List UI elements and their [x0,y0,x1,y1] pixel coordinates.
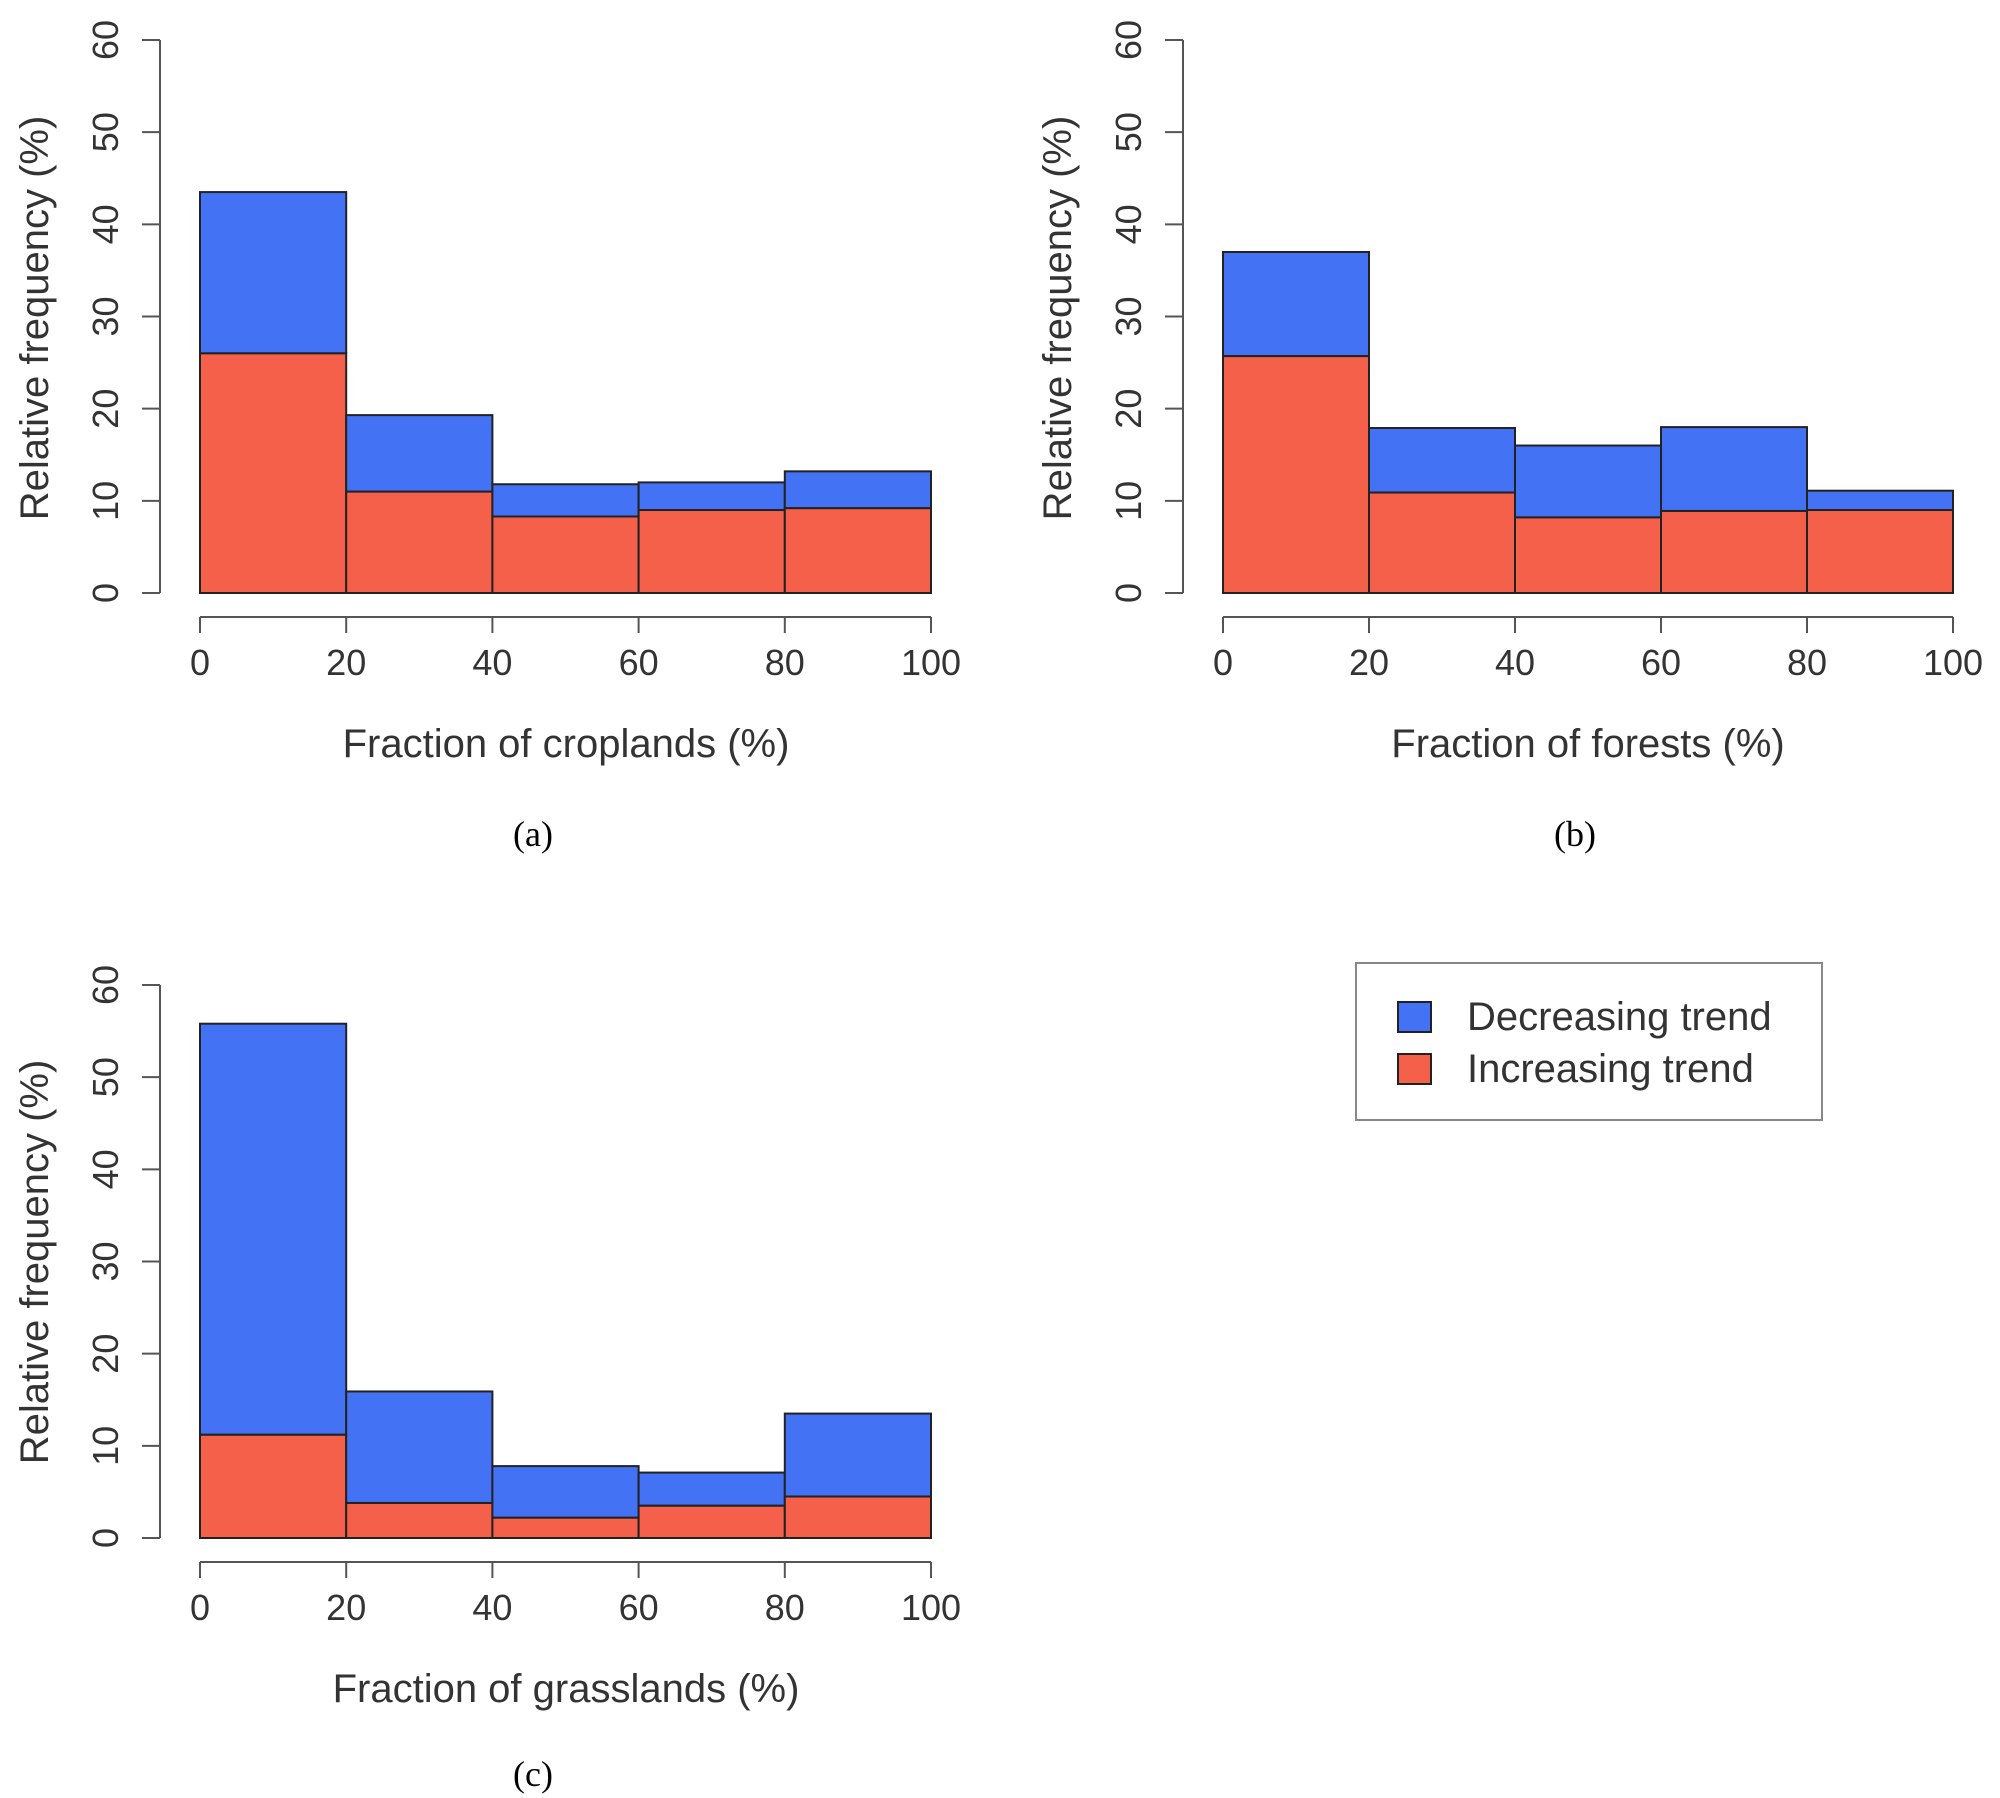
panel-c-x-tick-label-0: 0 [190,1587,210,1628]
panel-a-x-tick-label-0: 0 [190,642,210,683]
panel-b-x-tick-label-2: 40 [1495,642,1535,683]
panel-a-bar-increasing-2 [491,515,640,594]
panel-a-x-axis-label: Fraction of croplands (%) [343,722,790,766]
panel-b-bar-decreasing-1 [1368,427,1516,494]
panel-c-bar-decreasing-1 [345,1390,494,1504]
panel-c-x-axis-label: Fraction of grasslands (%) [333,1667,800,1711]
panel-c-y-tick-label-4: 40 [85,1149,126,1189]
panel-b-bar-decreasing-2 [1514,444,1662,519]
panel-b-y-tick-label-6: 60 [1108,20,1149,60]
panel-c-x-tick-label-4: 80 [765,1587,805,1628]
panel-a-bar-decreasing-2 [491,483,640,518]
panel-a-y-tick-label-3: 30 [85,296,126,336]
panel-b-bar-decreasing-4 [1806,489,1954,512]
panel-b-bar-decreasing-0 [1222,250,1370,358]
panel-a-x-tick-label-4: 80 [765,642,805,683]
panel-a-bar-decreasing-0 [199,191,348,355]
legend-label-decreasing: Decreasing trend [1467,995,1772,1039]
panel-b-x-tick-label-4: 80 [1787,642,1827,683]
panel-b-axes: 0 10 20 30 40 50 60 0 20 40 60 80 100 [1108,20,1983,683]
panel-c-y-tick-label-1: 10 [85,1426,126,1466]
panel-c-bar-increasing-4 [783,1495,932,1540]
panel-b-y-axis-label: Relative frequency (%) [1036,116,1080,521]
panel-b-y-tick-label-4: 40 [1108,204,1149,244]
legend-swatch-decreasing [1397,1001,1432,1033]
panel-a-bar-increasing-3 [637,509,786,594]
panel-a-x-tick-label-1: 20 [326,642,366,683]
panel-c-x-tick-label-5: 100 [901,1587,961,1628]
panel-c-y-tick-label-2: 20 [85,1334,126,1374]
panel-c-bar-increasing-0 [199,1433,348,1539]
panel-b-bar-increasing-1 [1368,491,1516,594]
panel-a-x-tick-label-2: 40 [472,642,512,683]
panel-a-y-axis-label: Relative frequency (%) [13,116,57,521]
panel-a: 0 10 20 30 40 50 60 0 20 40 60 80 100 Fraction of cr… [13,20,961,854]
legend: Decreasing trend Increasing trend [1355,962,1823,1121]
panel-a-caption: (a) [513,814,553,854]
panel-a-x-tick-label-5: 100 [901,642,961,683]
panel-c-bar-decreasing-3 [637,1471,786,1507]
legend-swatch-increasing [1397,1053,1432,1085]
panel-c-caption: (c) [513,1754,553,1794]
panel-b-caption: (b) [1554,814,1596,854]
panel-a-y-tick-label-2: 20 [85,389,126,429]
panel-a-bars [199,191,932,594]
panel-b-y-tick-label-0: 0 [1108,583,1149,603]
panel-a-y-tick-label-1: 10 [85,481,126,521]
panel-b-x-tick-label-5: 100 [1923,642,1983,683]
panel-c-bar-increasing-3 [637,1504,786,1540]
panel-c-y-tick-label-0: 0 [85,1528,126,1548]
panel-a-axes: 0 10 20 30 40 50 60 0 20 40 60 80 100 [85,20,961,683]
panel-c-y-tick-label-3: 30 [85,1241,126,1281]
panel-b-y-tick-label-1: 10 [1108,481,1149,521]
panel-b-bar-increasing-2 [1514,516,1662,595]
panel-c-x-tick-label-1: 20 [326,1587,366,1628]
panel-c-y-tick-label-5: 50 [85,1057,126,1097]
panel-b: 0 10 20 30 40 50 60 0 20 40 60 80 100 Fraction of fo… [1036,20,1983,854]
panel-c-y-tick-label-6: 60 [85,965,126,1005]
panel-b-y-tick-label-3: 30 [1108,296,1149,336]
panel-c-y-axis-label: Relative frequency (%) [13,1060,57,1465]
panel-b-x-axis-label: Fraction of forests (%) [1391,722,1784,766]
panel-a-bar-decreasing-3 [637,481,786,512]
panel-b-x-tick-label-0: 0 [1213,642,1233,683]
panel-a-y-tick-label-6: 60 [85,20,126,60]
panel-b-bars [1222,250,1954,595]
panel-a-bar-increasing-4 [783,507,932,594]
panel-c-axes: 0 10 20 30 40 50 60 0 20 40 60 80 100 [85,965,961,1628]
panel-c-bar-decreasing-0 [199,1022,348,1436]
panel-b-y-tick-label-2: 20 [1108,389,1149,429]
panel-a-bar-decreasing-1 [345,414,494,493]
panel-a-y-tick-label-0: 0 [85,583,126,603]
panel-b-x-tick-label-3: 60 [1641,642,1681,683]
panel-c-bar-increasing-2 [491,1516,640,1540]
legend-label-increasing: Increasing trend [1467,1047,1754,1091]
panel-a-bar-increasing-1 [345,490,494,594]
panel-c-x-tick-label-3: 60 [619,1587,659,1628]
panel-c-bars [199,1022,932,1540]
panel-b-bar-decreasing-3 [1660,426,1808,512]
panel-b-x-tick-label-1: 20 [1349,642,1389,683]
panel-c-x-tick-label-2: 40 [472,1587,512,1628]
panel-c-bar-increasing-1 [345,1501,494,1540]
panel-b-bar-increasing-3 [1660,509,1808,595]
panel-b-y-tick-label-5: 50 [1108,112,1149,152]
panel-a-bar-decreasing-4 [783,470,932,510]
panel-c: 0 10 20 30 40 50 60 0 20 40 60 80 100 Fraction of gr… [13,965,961,1794]
panel-a-bar-increasing-0 [199,352,348,594]
panel-b-bar-increasing-0 [1222,355,1370,594]
panel-c-bar-decreasing-4 [783,1412,932,1498]
panel-a-y-tick-label-5: 50 [85,112,126,152]
panel-a-x-tick-label-3: 60 [619,642,659,683]
panel-b-bar-increasing-4 [1806,509,1954,594]
panel-a-y-tick-label-4: 40 [85,204,126,244]
panel-c-bar-decreasing-2 [491,1465,640,1519]
legend-box [1355,962,1823,1121]
